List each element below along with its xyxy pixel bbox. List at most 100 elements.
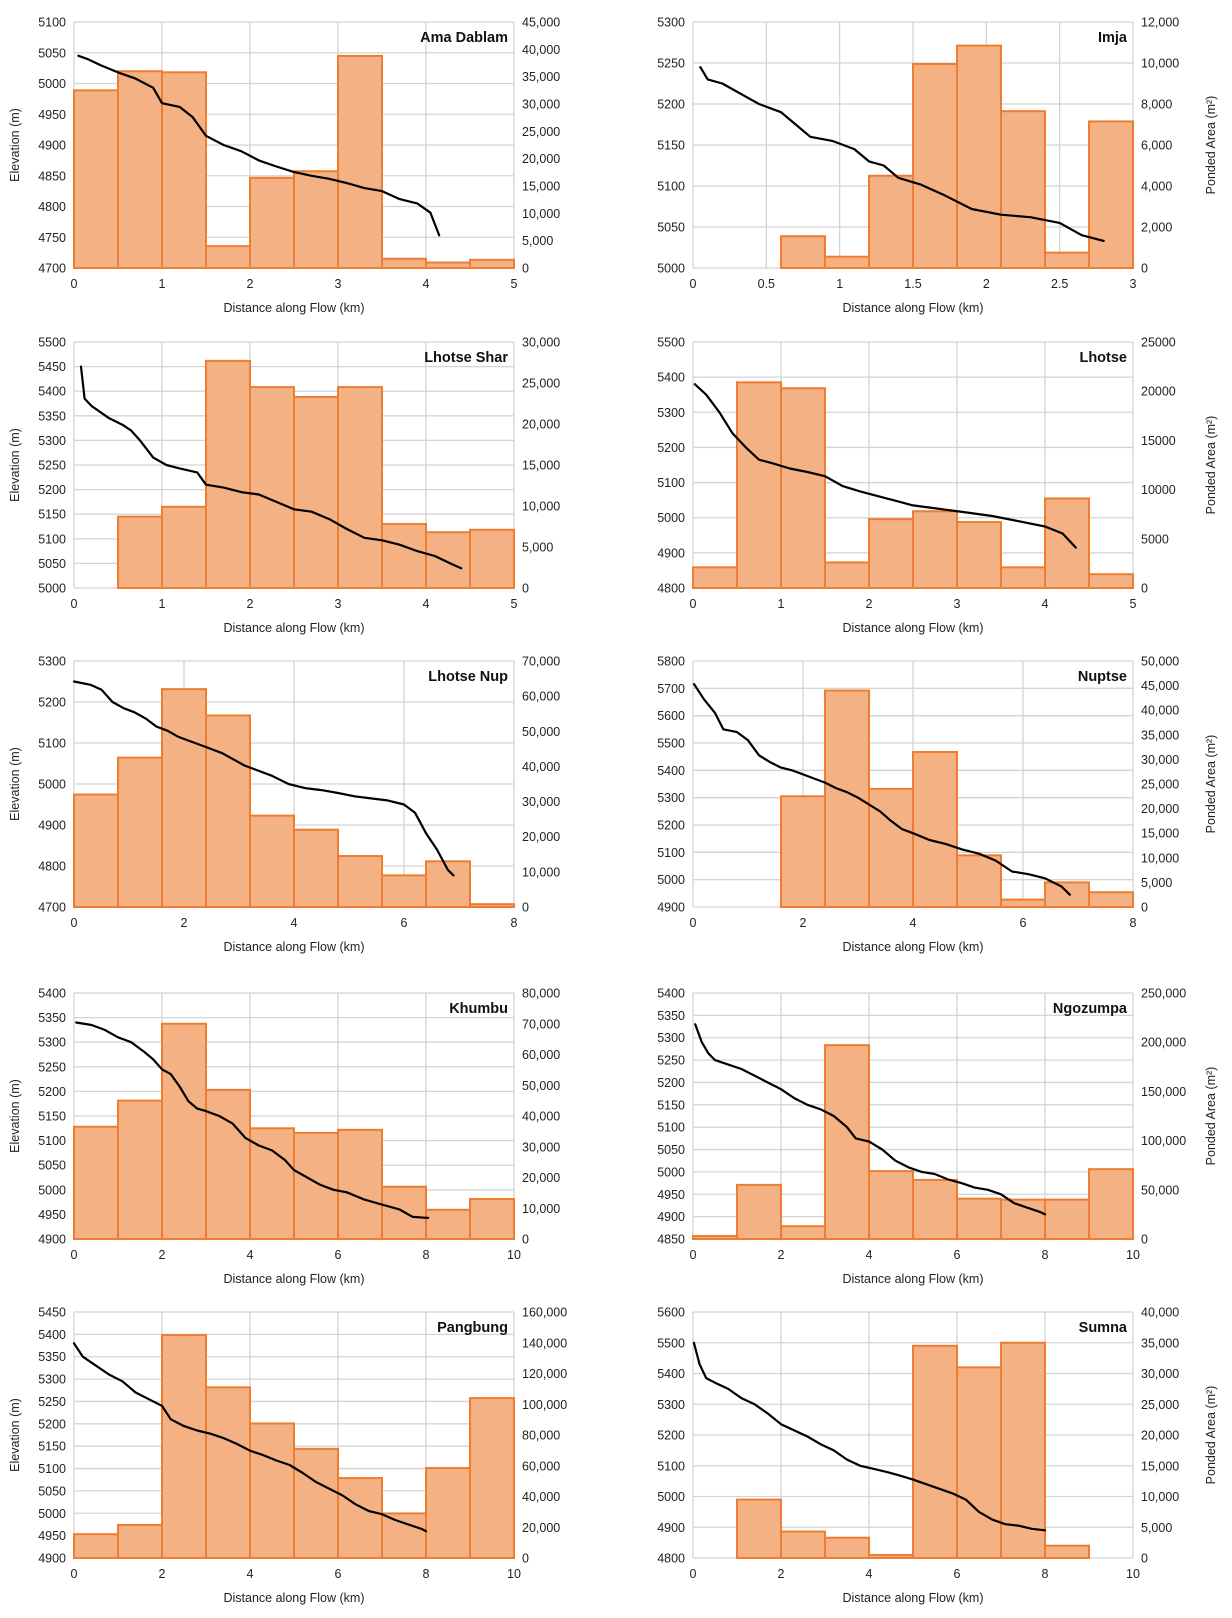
chart-lhotse-shar-ytick-10: 5500 bbox=[38, 336, 66, 350]
chart-sumna-ytick-8: 5600 bbox=[657, 1306, 685, 1320]
chart-lhotse-nup-ylabel: Elevation (m) bbox=[8, 747, 22, 821]
chart-lhotse-shar-xtick-4: 4 bbox=[423, 597, 430, 611]
chart-ama-dablam-y2tick-0: 0 bbox=[522, 262, 529, 276]
chart-lhotse-shar-bar-2 bbox=[161, 505, 207, 590]
chart-ama-dablam-y2tick-8: 40,000 bbox=[522, 43, 560, 57]
chart-sumna-bar-2 bbox=[780, 1530, 826, 1560]
chart-pangbung-xtick-4: 8 bbox=[423, 1567, 430, 1581]
chart-lhotse-nup-bar-3 bbox=[205, 714, 251, 908]
chart-ama-dablam-bar-5 bbox=[293, 170, 339, 270]
chart-lhotse-shar-ytick-4: 5200 bbox=[38, 483, 66, 497]
chart-imja-bar-5 bbox=[1000, 110, 1046, 269]
chart-sumna-y2tick-4: 20,000 bbox=[1141, 1429, 1179, 1443]
chart-khumbu-xtick-0: 0 bbox=[71, 1248, 78, 1262]
chart-sumna-xtick-2: 4 bbox=[866, 1567, 873, 1581]
chart-pangbung-ytick-7: 5250 bbox=[38, 1395, 66, 1409]
chart-pangbung-xtick-2: 4 bbox=[247, 1567, 254, 1581]
chart-lhotse-xtick-4: 4 bbox=[1042, 597, 1049, 611]
chart-lhotse-shar-ytick-5: 5250 bbox=[38, 459, 66, 473]
chart-pangbung-ytick-3: 5050 bbox=[38, 1484, 66, 1498]
chart-lhotse-ytick-6: 5400 bbox=[657, 371, 685, 385]
chart-pangbung-y2tick-5: 100,000 bbox=[522, 1398, 567, 1412]
chart-ama-dablam-title: Ama Dablam bbox=[420, 30, 508, 46]
chart-pangbung-ytick-4: 5100 bbox=[38, 1462, 66, 1476]
chart-ngozumpa-bar-9 bbox=[1088, 1168, 1134, 1240]
chart-lhotse-nup-xtick-2: 4 bbox=[291, 916, 298, 930]
chart-ama-dablam-ytick-4: 4900 bbox=[38, 139, 66, 153]
chart-ngozumpa-ytick-1: 4900 bbox=[657, 1210, 685, 1224]
chart-imja-xtick-6: 3 bbox=[1130, 277, 1137, 291]
chart-imja-xtick-5: 2.5 bbox=[1051, 277, 1068, 291]
chart-lhotse-nup-ytick-6: 5300 bbox=[38, 655, 66, 669]
chart-lhotse-shar-xtick-3: 3 bbox=[335, 597, 342, 611]
chart-lhotse-ytick-5: 5300 bbox=[657, 406, 685, 420]
chart-imja-bar-1 bbox=[824, 255, 870, 270]
chart-khumbu-y2tick-6: 60,000 bbox=[522, 1048, 560, 1062]
chart-sumna-ytick-2: 5000 bbox=[657, 1490, 685, 1504]
chart-lhotse-shar-bar-7 bbox=[381, 523, 427, 589]
chart-nuptse-y2tick-2: 10,000 bbox=[1141, 851, 1179, 865]
chart-sumna-y2tick-5: 25,000 bbox=[1141, 1398, 1179, 1412]
chart-sumna-xlabel: Distance along Flow (km) bbox=[842, 1591, 983, 1605]
chart-lhotse-bar-4 bbox=[868, 518, 914, 589]
chart-ama-dablam-bar-7 bbox=[381, 257, 427, 269]
chart-ama-dablam-xtick-4: 4 bbox=[423, 277, 430, 291]
chart-pangbung-xtick-0: 0 bbox=[71, 1567, 78, 1581]
chart-khumbu-ytick-7: 5250 bbox=[38, 1060, 66, 1074]
chart-ama-dablam-y2tick-4: 20,000 bbox=[522, 152, 560, 166]
chart-ngozumpa-bar-8 bbox=[1044, 1198, 1090, 1241]
chart-pangbung-bar-5 bbox=[293, 1447, 339, 1560]
chart-ngozumpa-y2tick-1: 50,000 bbox=[1141, 1183, 1179, 1197]
chart-pangbung-ytick-11: 5450 bbox=[38, 1306, 66, 1320]
chart-khumbu-elevation-line bbox=[75, 1021, 430, 1219]
chart-ngozumpa-y2tick-2: 100,000 bbox=[1141, 1134, 1186, 1148]
chart-ngozumpa-y2tick-0: 0 bbox=[1141, 1233, 1148, 1247]
chart-ngozumpa-bar-3 bbox=[824, 1044, 870, 1240]
chart-lhotse-shar-bar-8 bbox=[425, 531, 471, 589]
chart-ngozumpa-y2tick-5: 250,000 bbox=[1141, 987, 1186, 1001]
chart-ama-dablam-y2tick-5: 25,000 bbox=[522, 125, 560, 139]
chart-imja-xtick-2: 1 bbox=[836, 277, 843, 291]
chart-ama-dablam-ytick-1: 4750 bbox=[38, 231, 66, 245]
chart-pangbung-ytick-9: 5350 bbox=[38, 1350, 66, 1364]
chart-ngozumpa-xtick-2: 4 bbox=[866, 1248, 873, 1262]
chart-imja-xtick-0: 0 bbox=[690, 277, 697, 291]
chart-lhotse-shar-xlabel: Distance along Flow (km) bbox=[223, 621, 364, 635]
chart-imja-xtick-4: 2 bbox=[983, 277, 990, 291]
chart-pangbung-bar-4 bbox=[249, 1422, 295, 1559]
chart-imja-bar-2 bbox=[868, 174, 914, 269]
chart-lhotse-shar-title: Lhotse Shar bbox=[424, 350, 508, 366]
chart-nuptse-y2tick-1: 5,000 bbox=[1141, 876, 1172, 890]
chart-lhotse-ytick-1: 4900 bbox=[657, 546, 685, 560]
chart-nuptse-bar-8 bbox=[1044, 881, 1090, 909]
chart-ngozumpa-bar-0 bbox=[692, 1235, 738, 1240]
chart-imja-ytick-3: 5150 bbox=[657, 139, 685, 153]
chart-lhotse-nup-y2tick-2: 20,000 bbox=[522, 830, 560, 844]
chart-lhotse-y2tick-0: 0 bbox=[1141, 582, 1148, 596]
chart-ama-dablam: 4700 4750 4800 4850 4900 4950 5000 5050 5100 0 5,0… bbox=[8, 16, 560, 316]
chart-lhotse-shar-xtick-0: 0 bbox=[71, 597, 78, 611]
chart-ama-dablam-bar-9 bbox=[469, 258, 515, 269]
chart-khumbu-ytick-3: 5050 bbox=[38, 1159, 66, 1173]
chart-ngozumpa-elevation-line bbox=[694, 1023, 1047, 1216]
chart-lhotse-shar-ytick-8: 5400 bbox=[38, 385, 66, 399]
chart-sumna-bar-5 bbox=[912, 1344, 958, 1559]
chart-ama-dablam-ytick-6: 5000 bbox=[38, 77, 66, 91]
chart-lhotse-nup-bar-6 bbox=[337, 855, 383, 908]
chart-pangbung-ytick-5: 5150 bbox=[38, 1440, 66, 1454]
chart-imja-bar-3 bbox=[912, 63, 958, 270]
chart-ngozumpa-ytick-4: 5050 bbox=[657, 1143, 685, 1157]
chart-sumna-title: Sumna bbox=[1079, 1320, 1128, 1336]
chart-ngozumpa-bar-2 bbox=[780, 1225, 826, 1241]
chart-ama-dablam-y2tick-2: 10,000 bbox=[522, 207, 560, 221]
chart-lhotse-nup-y2tick-1: 10,000 bbox=[522, 865, 560, 879]
chart-imja-y2label: Ponded Area (m²) bbox=[1204, 96, 1218, 195]
chart-nuptse-elevation-line bbox=[692, 683, 1071, 896]
chart-khumbu-bar-4 bbox=[249, 1127, 295, 1241]
chart-nuptse-y2tick-0: 0 bbox=[1141, 901, 1148, 915]
chart-lhotse-y2label: Ponded Area (m²) bbox=[1204, 416, 1218, 515]
chart-ngozumpa-ytick-11: 5400 bbox=[657, 987, 685, 1001]
chart-pangbung-ytick-10: 5400 bbox=[38, 1328, 66, 1342]
chart-sumna-bar-7 bbox=[1000, 1341, 1046, 1559]
chart-sumna-bar-6 bbox=[956, 1366, 1002, 1559]
